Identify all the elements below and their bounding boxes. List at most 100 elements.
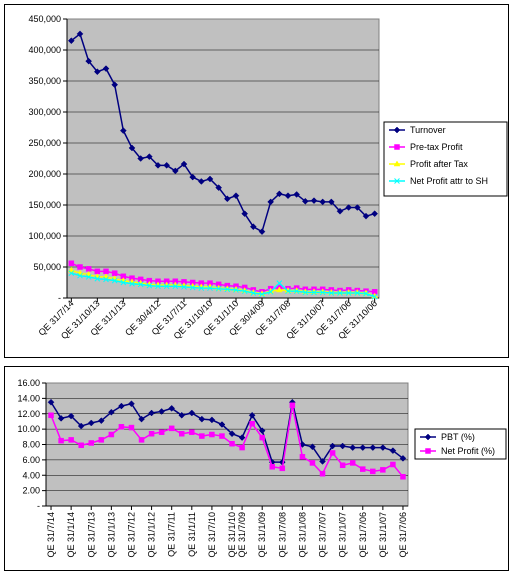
data-point xyxy=(267,198,275,206)
data-point xyxy=(379,444,387,451)
y-tick-label: 300,000 xyxy=(28,107,61,117)
data-point xyxy=(310,197,318,205)
data-point xyxy=(209,431,215,438)
data-point xyxy=(206,175,214,183)
data-point xyxy=(197,178,205,185)
data-point xyxy=(145,153,153,160)
data-point xyxy=(353,204,361,211)
data-point xyxy=(77,272,83,279)
data-point xyxy=(299,454,306,460)
legend-marker xyxy=(393,126,401,134)
x-tick-label: QE 31/1/14 xyxy=(66,512,76,558)
data-point xyxy=(259,434,265,441)
y-tick-label: 100,000 xyxy=(28,231,61,241)
data-point xyxy=(363,290,369,297)
data-point xyxy=(267,288,274,295)
data-point xyxy=(128,144,136,152)
data-point xyxy=(259,291,265,298)
data-point xyxy=(189,429,195,435)
legend-label: PBT (%) xyxy=(441,432,475,442)
data-point xyxy=(180,160,188,168)
data-point xyxy=(108,431,115,438)
data-point xyxy=(163,161,171,169)
data-point xyxy=(88,440,94,446)
data-point xyxy=(241,288,248,295)
data-point xyxy=(228,430,236,438)
data-point xyxy=(284,192,292,200)
x-tick-label: QE 31/7/13 xyxy=(86,512,96,558)
data-point xyxy=(158,429,165,435)
data-point xyxy=(232,192,240,200)
data-point xyxy=(93,68,101,76)
y-tick-label: 10.00 xyxy=(17,424,40,434)
y-tick-label: 250,000 xyxy=(28,138,61,148)
data-point xyxy=(279,465,286,472)
data-point xyxy=(148,430,155,437)
data-point xyxy=(241,210,249,218)
data-point xyxy=(336,207,344,215)
legend xyxy=(414,428,507,460)
data-point xyxy=(248,411,256,419)
data-point xyxy=(181,283,187,290)
data-point xyxy=(146,282,153,289)
data-point xyxy=(111,277,118,284)
x-tick-label: QE 31/1/08 xyxy=(297,512,307,558)
y-tick-label: 6.00 xyxy=(22,455,40,465)
data-point xyxy=(329,442,336,450)
data-point xyxy=(118,402,125,410)
legend-marker xyxy=(424,433,432,441)
data-point xyxy=(207,285,213,291)
x-tick-label: QE 31/1/09 xyxy=(257,512,267,558)
data-point xyxy=(172,283,179,290)
data-point xyxy=(168,405,176,412)
data-point xyxy=(269,464,275,470)
data-point xyxy=(87,419,95,427)
data-point xyxy=(339,442,346,450)
data-point xyxy=(76,30,84,38)
data-point xyxy=(309,443,316,451)
data-point xyxy=(189,173,197,181)
data-point xyxy=(309,460,316,466)
data-point xyxy=(189,284,196,291)
data-point xyxy=(389,447,397,455)
data-point xyxy=(349,460,356,466)
data-point xyxy=(369,444,377,451)
data-point xyxy=(362,212,370,220)
data-point xyxy=(275,190,283,198)
data-point xyxy=(128,424,135,431)
data-point xyxy=(85,266,92,272)
y-tick-label: - xyxy=(58,293,61,303)
data-point xyxy=(370,468,376,475)
data-point xyxy=(371,293,378,300)
x-tick-label: QE 31/7/08 xyxy=(277,512,287,558)
legend-label: Net Profit (%) xyxy=(441,446,495,456)
x-tick-label: QE 31/7/10 xyxy=(207,512,217,558)
series-0 xyxy=(47,398,407,466)
series-1 xyxy=(48,402,406,480)
data-point xyxy=(275,286,283,293)
x-tick-label: QE 31/1/13 xyxy=(106,512,116,558)
data-point xyxy=(301,197,309,205)
data-point xyxy=(48,412,54,419)
legend-marker xyxy=(394,144,400,150)
data-point xyxy=(68,260,75,267)
series-3 xyxy=(68,270,378,300)
data-point xyxy=(171,167,179,175)
data-point xyxy=(128,400,135,408)
x-tick-label: QE 31/7/06 xyxy=(398,512,408,558)
data-point xyxy=(47,398,55,406)
profit-margin-chart: 16.0014.0012.0010.008.006.004.002.00-QE … xyxy=(17,378,507,558)
data-point xyxy=(339,462,346,469)
data-point xyxy=(120,279,127,286)
legend-marker xyxy=(425,448,431,454)
data-point xyxy=(239,444,245,451)
data-point xyxy=(179,430,185,437)
data-point xyxy=(111,270,118,276)
x-tick-label: QE 31/1/07 xyxy=(338,512,348,558)
y-tick-label: 2.00 xyxy=(22,486,40,496)
data-point xyxy=(154,161,162,169)
data-point xyxy=(119,127,127,134)
x-tick-label: QE 31/7/12 xyxy=(126,512,136,558)
x-tick-label: QE 31/1/07 xyxy=(378,512,388,558)
data-point xyxy=(229,440,235,447)
